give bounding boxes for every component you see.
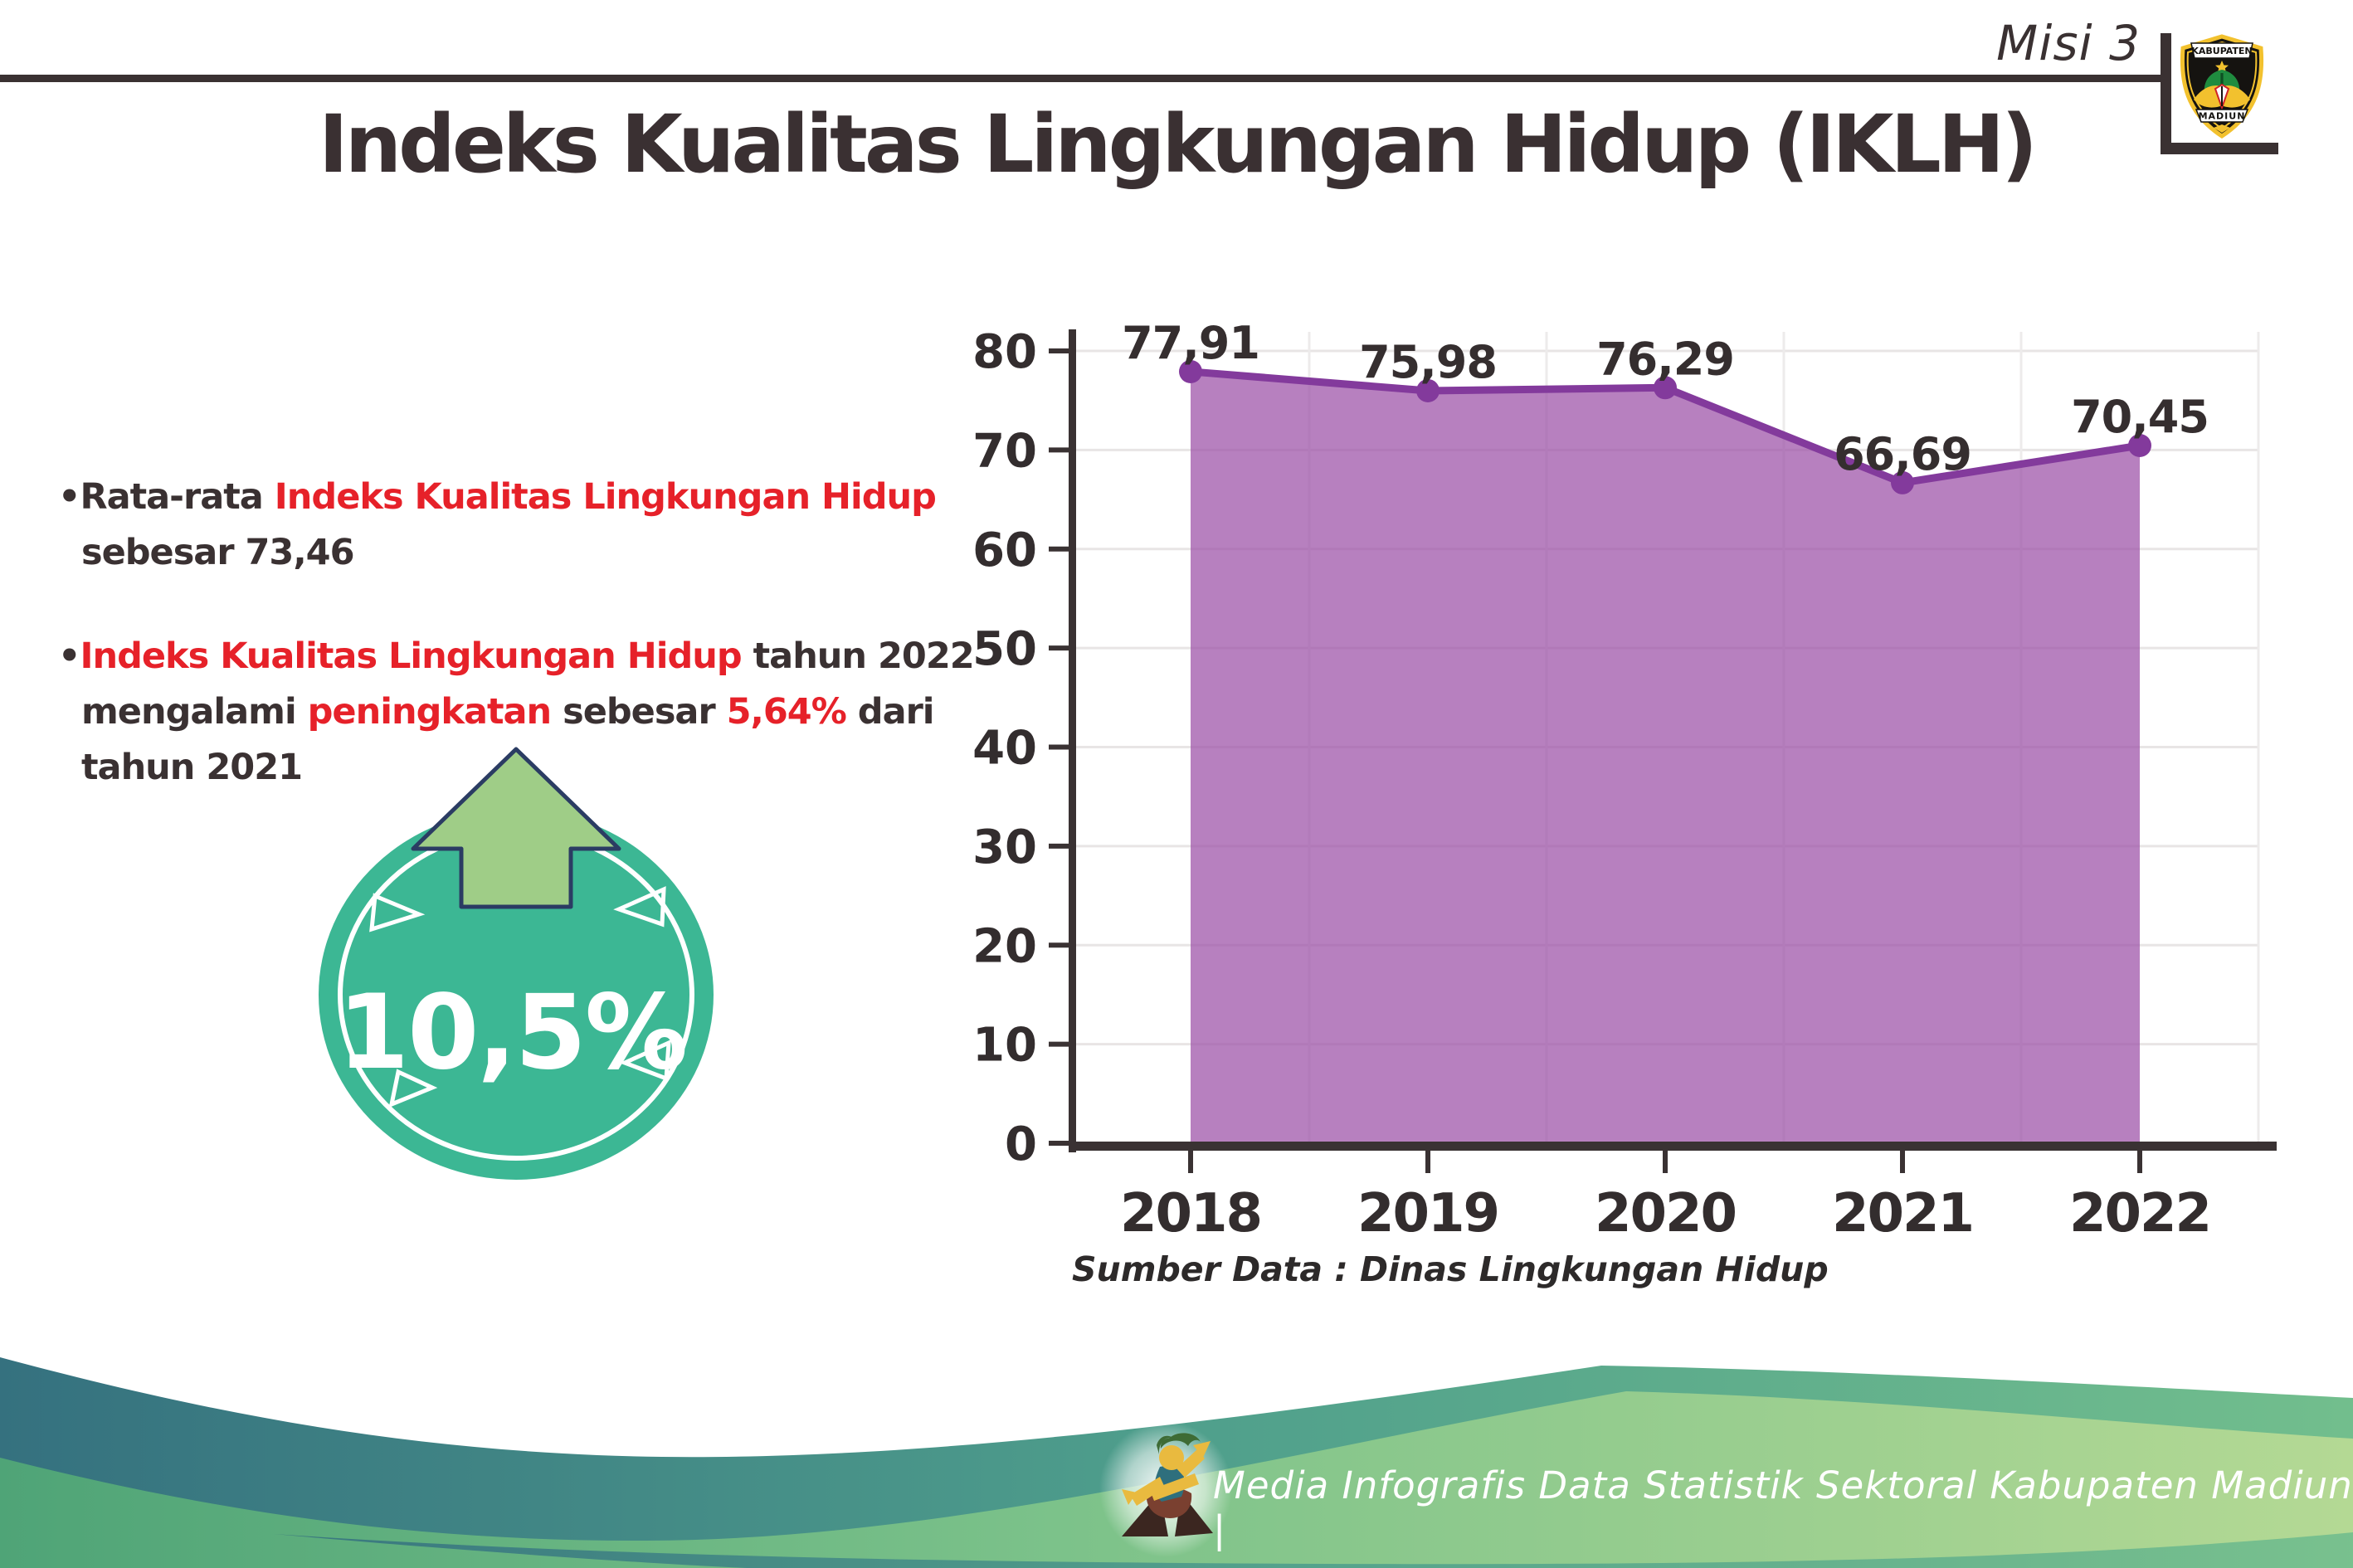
- y-axis-label: 70: [972, 424, 1037, 478]
- bullet-line: sebesar 73,46: [58, 525, 1012, 581]
- y-axis-label: 10: [972, 1019, 1037, 1073]
- body-text: sebesar 73,46: [81, 532, 355, 573]
- up-arrow-icon: [411, 747, 621, 909]
- sparkle-triangle-icon: [619, 1039, 671, 1082]
- y-axis: [1069, 329, 1076, 1152]
- logo-frame-vertical: [2161, 33, 2171, 154]
- highlight-text: Indeks Kualitas Lingkungan Hidup: [80, 635, 742, 677]
- chart-source: Sumber Data : Dinas Lingkungan Hidup: [1072, 1249, 1829, 1289]
- bullet-line: mengalami peningkatan sebesar 5,64% dari: [58, 684, 1012, 740]
- y-axis-label: 50: [972, 622, 1037, 676]
- bullet-line: •Indeks Kualitas Lingkungan Hidup tahun …: [58, 629, 1012, 684]
- data-point-marker: [1891, 470, 1914, 494]
- bullet-point: •Rata-rata Indeks Kualitas Lingkungan Hi…: [58, 470, 1012, 581]
- bullet-line: •Rata-rata Indeks Kualitas Lingkungan Hi…: [58, 470, 1012, 525]
- body-text: mengalami: [81, 691, 308, 733]
- x-axis-label: 2020: [1595, 1183, 1736, 1244]
- left-wing-icon: [2194, 85, 2220, 108]
- logo-frame-horizontal: [2161, 143, 2278, 154]
- body-text: tahun 2021: [81, 747, 303, 788]
- ornament-icon: [2214, 124, 2230, 133]
- highlight-text: peningkatan: [307, 691, 552, 733]
- data-point-marker: [2128, 434, 2151, 458]
- star-icon: [2215, 61, 2229, 73]
- y-axis-label: 0: [1005, 1118, 1037, 1171]
- body-text: tahun 2022: [741, 635, 975, 677]
- logo-bottom-banner-text: MADIUN: [2199, 111, 2246, 122]
- body-text: Rata-rata: [80, 476, 275, 518]
- mission-label: Misi 3: [1996, 15, 2141, 71]
- kabupaten-madiun-logo: KABUPATEN MADIUN: [2161, 33, 2278, 154]
- data-label: 70,45: [2071, 391, 2209, 443]
- data-point-marker: [1179, 359, 1202, 383]
- x-axis-label: 2018: [1120, 1183, 1261, 1244]
- y-axis-label: 20: [972, 919, 1037, 973]
- y-axis-label: 80: [972, 325, 1037, 379]
- mascot-icon: [1099, 1421, 1232, 1557]
- logo-bottom-banner: [2195, 109, 2249, 123]
- data-point-marker: [1416, 378, 1440, 402]
- x-axis-label: 2019: [1357, 1183, 1498, 1244]
- sparkle-triangle-icon: [388, 1069, 438, 1108]
- bullet-line: tahun 2021: [58, 740, 1012, 796]
- data-label: 66,69: [1834, 428, 1971, 480]
- data-label: 76,29: [1596, 333, 1734, 385]
- x-axis-label: 2021: [1832, 1183, 1973, 1244]
- badge-value: 10,5%: [338, 973, 686, 1093]
- highlight-text: 5,64%: [726, 691, 847, 733]
- page-title: Indeks Kualitas Lingkungan Hidup (IKLH): [319, 98, 2038, 191]
- header-divider: [0, 75, 2161, 82]
- bullet-dot: •: [58, 476, 81, 518]
- body-text: dari: [845, 691, 935, 733]
- data-label: 75,98: [1359, 336, 1497, 388]
- bullet-point: •Indeks Kualitas Lingkungan Hidup tahun …: [58, 629, 1012, 796]
- footer-wave-banner: [0, 1357, 2353, 1568]
- y-axis-label: 60: [972, 523, 1037, 577]
- footer-credit: Media Infografis Data Statistik Sektoral…: [1213, 1463, 2353, 1551]
- data-point-marker: [1654, 376, 1677, 400]
- crest-icon: KABUPATEN MADIUN: [2180, 34, 2264, 139]
- x-axis: [1069, 1142, 2277, 1151]
- badge-circle: [319, 810, 714, 1180]
- right-wing-icon: [2224, 85, 2250, 108]
- x-axis-label: 2022: [2069, 1183, 2210, 1244]
- logo-top-banner: [2190, 42, 2253, 59]
- highlight-text: Indeks Kualitas Lingkungan Hidup: [274, 476, 937, 518]
- summary-bullets: •Rata-rata Indeks Kualitas Lingkungan Hi…: [58, 470, 1012, 844]
- bottom-teal-sliver: [274, 1532, 2353, 1568]
- body-text: sebesar: [551, 691, 727, 733]
- y-axis-label: 30: [972, 821, 1037, 874]
- logo-top-banner-text: KABUPATEN: [2191, 46, 2252, 56]
- area-fill: [1191, 371, 2140, 1142]
- sparkle-triangle-icon: [613, 886, 666, 928]
- sparkle-triangle-icon: [369, 893, 426, 933]
- increase-badge: 10,5%: [319, 747, 714, 1180]
- data-label: 77,91: [1122, 317, 1259, 369]
- y-axis-label: 40: [972, 722, 1037, 776]
- bullet-dot: •: [58, 635, 81, 677]
